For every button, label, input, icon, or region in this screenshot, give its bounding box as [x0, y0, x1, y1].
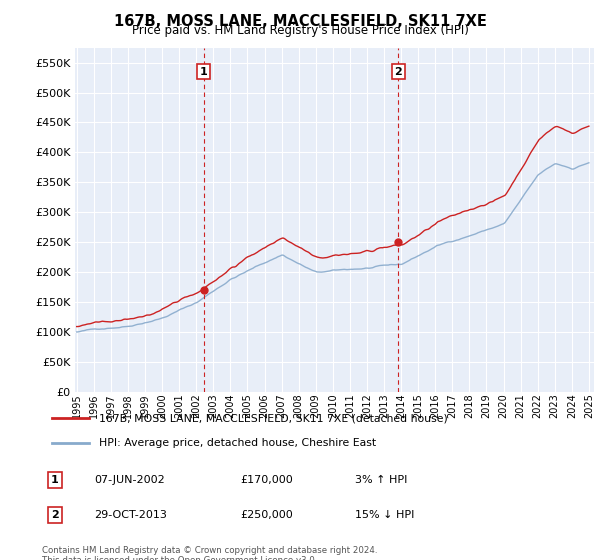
- Text: 167B, MOSS LANE, MACCLESFIELD, SK11 7XE: 167B, MOSS LANE, MACCLESFIELD, SK11 7XE: [113, 14, 487, 29]
- Text: 1: 1: [200, 67, 208, 77]
- Text: 2: 2: [394, 67, 402, 77]
- Text: Price paid vs. HM Land Registry's House Price Index (HPI): Price paid vs. HM Land Registry's House …: [131, 24, 469, 37]
- Text: 1: 1: [51, 475, 59, 485]
- Text: 3% ↑ HPI: 3% ↑ HPI: [355, 475, 407, 485]
- Text: HPI: Average price, detached house, Cheshire East: HPI: Average price, detached house, Ches…: [100, 438, 377, 448]
- Text: 29-OCT-2013: 29-OCT-2013: [94, 510, 167, 520]
- Text: £250,000: £250,000: [241, 510, 293, 520]
- Text: 167B, MOSS LANE, MACCLESFIELD, SK11 7XE (detached house): 167B, MOSS LANE, MACCLESFIELD, SK11 7XE …: [100, 413, 448, 423]
- Text: £170,000: £170,000: [241, 475, 293, 485]
- Text: 2: 2: [51, 510, 59, 520]
- Text: 07-JUN-2002: 07-JUN-2002: [94, 475, 165, 485]
- Text: 15% ↓ HPI: 15% ↓ HPI: [355, 510, 415, 520]
- Text: Contains HM Land Registry data © Crown copyright and database right 2024.
This d: Contains HM Land Registry data © Crown c…: [42, 546, 377, 560]
